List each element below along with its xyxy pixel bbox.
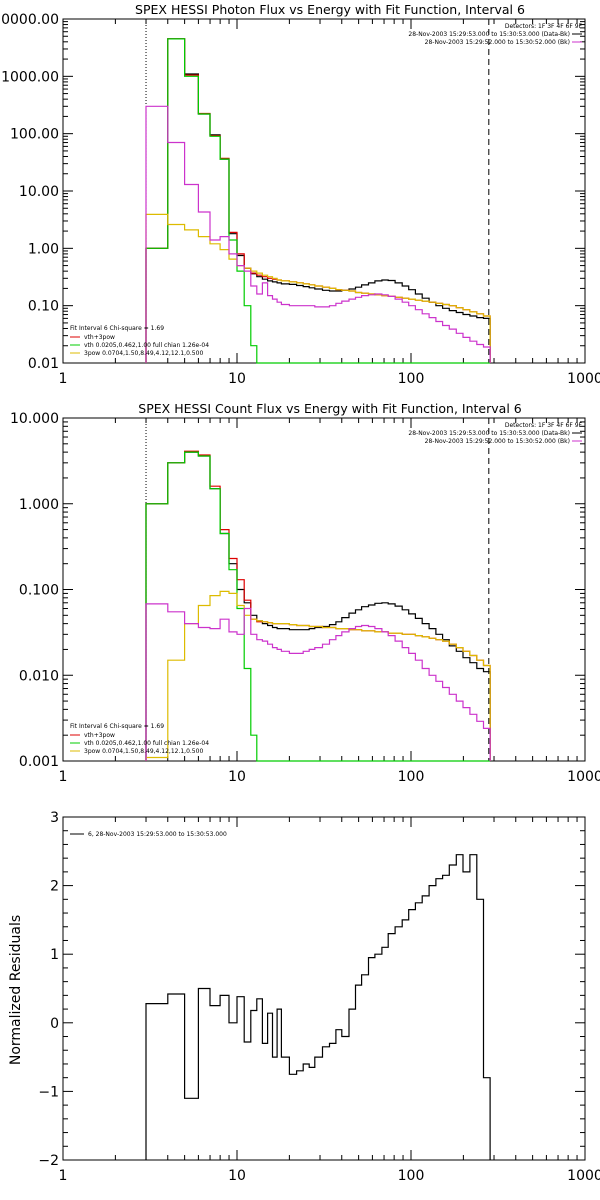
photon-flux-y-tick-label: 1000.00 xyxy=(1,69,59,85)
residuals-axes: 1 10 100 1000 −2 −1 0 1 2 3 xyxy=(38,810,600,1184)
residuals-x-tick-label: 100 xyxy=(398,1168,425,1184)
residuals-plot-frame xyxy=(62,816,586,1161)
count-flux-series-1 xyxy=(145,450,491,761)
photon-flux-series-0 xyxy=(145,38,491,363)
detectors-text: Detectors: 1F 3F 4F 6F 9F xyxy=(505,23,583,30)
legend-line: vth 0.0205,0.462,1.00 full chian 1.26e-0… xyxy=(84,342,209,349)
data-interval-text: 28-Nov-2003 15:29:53.000 to 15:30:53.000… xyxy=(408,430,570,437)
photon-flux-y-tick-label: 1.00 xyxy=(28,241,59,257)
photon-flux-x-tick-label: 10 xyxy=(228,371,246,387)
legend-line: vth 0.0205,0.462,1.00 full chian 1.26e-0… xyxy=(84,740,209,747)
residuals-y-tick-label: 1 xyxy=(50,947,59,963)
photon-flux-panel: SPEX HESSI Photon Flux vs Energy with Fi… xyxy=(0,2,600,387)
detectors-text: Detectors: 1F 3F 4F 6F 9F xyxy=(505,422,583,429)
legend-line: 3pow 0.0704,1.50,8.49,4.12,12.1,0.500 xyxy=(84,350,203,357)
count-flux-series-3 xyxy=(145,590,491,761)
photon-flux-legend: Fit Interval 6 Chi-square = 1.69 vth+3po… xyxy=(70,325,209,357)
count-flux-y-tick-label: 0.100 xyxy=(19,583,59,599)
photon-flux-y-tick-label: 100.00 xyxy=(10,127,59,143)
residuals-y-tick-label: 3 xyxy=(50,810,59,826)
count-flux-series xyxy=(145,418,491,762)
count-flux-y-tick-label: 0.010 xyxy=(19,668,59,684)
count-flux-x-tick-label: 1 xyxy=(59,769,68,785)
legend-line: Fit Interval 6 Chi-square = 1.69 xyxy=(70,325,164,332)
photon-flux-x-tick-label: 1 xyxy=(59,371,68,387)
photon-flux-info: Detectors: 1F 3F 4F 6F 9F 28-Nov-2003 15… xyxy=(408,23,582,46)
photon-flux-series xyxy=(145,19,491,364)
photon-flux-plot-frame xyxy=(62,18,586,364)
residuals-panel: Normalized Residuals 1 10 100 1000−2−10123 … xyxy=(8,810,600,1184)
photon-flux-axes: 1 10 100 1000 0.01 0.10 1.00 10.00 100.00 1000.00… xyxy=(0,12,600,387)
data-interval-text: 28-Nov-2003 15:29:53.000 to 15:30:53.000… xyxy=(408,31,570,38)
count-flux-series-0 xyxy=(145,451,491,761)
count-flux-series-2 xyxy=(145,451,491,762)
count-flux-panel: SPEX HESSI Count Flux vs Energy with Fit… xyxy=(10,401,600,785)
photon-flux-y-tick-label: 0.01 xyxy=(28,356,59,372)
count-flux-x-tick-label: 10 xyxy=(228,769,246,785)
count-flux-y-tick-label: 0.001 xyxy=(19,754,59,770)
count-flux-plot-frame xyxy=(62,417,586,762)
legend-line: Fit Interval 6 Chi-square = 1.69 xyxy=(70,723,164,730)
count-flux-y-tick-label: 10.000 xyxy=(10,411,59,427)
residuals-y-tick-label: −1 xyxy=(38,1084,59,1100)
legend-line: 3pow 0.0704,1.50,8.49,4.12,12.1,0.500 xyxy=(84,748,203,755)
residuals-y-tick-label: −2 xyxy=(38,1153,59,1169)
count-flux-x-tick-label: 100 xyxy=(398,769,425,785)
count-flux-info: Detectors: 1F 3F 4F 6F 9F 28-Nov-2003 15… xyxy=(408,422,582,445)
photon-flux-x-tick-label: 1000 xyxy=(567,371,600,387)
photon-flux-x-tick-label: 100 xyxy=(398,371,425,387)
count-flux-legend: Fit Interval 6 Chi-square = 1.69 vth+3po… xyxy=(70,723,209,755)
count-flux-axes: 1 10 100 1000 0.001 0.010 0.100 1.000 10.000 xyxy=(10,411,600,785)
residuals-y-tick-label: 0 xyxy=(50,1016,59,1032)
photon-flux-series-2 xyxy=(145,38,491,364)
bk-interval-text: 28-Nov-2003 15:29:52.000 to 15:30:52.000… xyxy=(425,438,570,445)
residuals-y-tick-label: 2 xyxy=(50,879,59,895)
photon-flux-title: SPEX HESSI Photon Flux vs Energy with Fi… xyxy=(135,2,525,17)
residuals-series xyxy=(145,854,491,1160)
residuals-x-tick-label: 1000 xyxy=(567,1168,600,1184)
residuals-x-tick-label: 10 xyxy=(228,1168,246,1184)
count-flux-title: SPEX HESSI Count Flux vs Energy with Fit… xyxy=(138,401,521,416)
residuals-series-0 xyxy=(145,854,491,1160)
photon-flux-series-1 xyxy=(145,38,491,363)
count-flux-y-tick-label: 1.000 xyxy=(19,497,59,513)
count-flux-series-4 xyxy=(145,603,491,761)
bk-interval-text: 28-Nov-2003 15:29:52.000 to 15:30:52.000… xyxy=(425,39,570,46)
legend-line: vth+3pow xyxy=(84,732,115,739)
count-flux-x-tick-label: 1000 xyxy=(567,769,600,785)
photon-flux-y-tick-label: 0.10 xyxy=(28,299,59,315)
photon-flux-series-4 xyxy=(145,105,491,363)
photon-flux-y-tick-label: 10.00 xyxy=(19,184,59,200)
residuals-legend: 6, 28-Nov-2003 15:29:53.000 to 15:30:53.… xyxy=(70,831,227,838)
residuals-x-tick-label: 1 xyxy=(59,1168,68,1184)
legend-line: vth+3pow xyxy=(84,334,115,341)
legend-line: 6, 28-Nov-2003 15:29:53.000 to 15:30:53.… xyxy=(88,831,227,838)
residuals-ylabel: Normalized Residuals xyxy=(8,915,24,1065)
